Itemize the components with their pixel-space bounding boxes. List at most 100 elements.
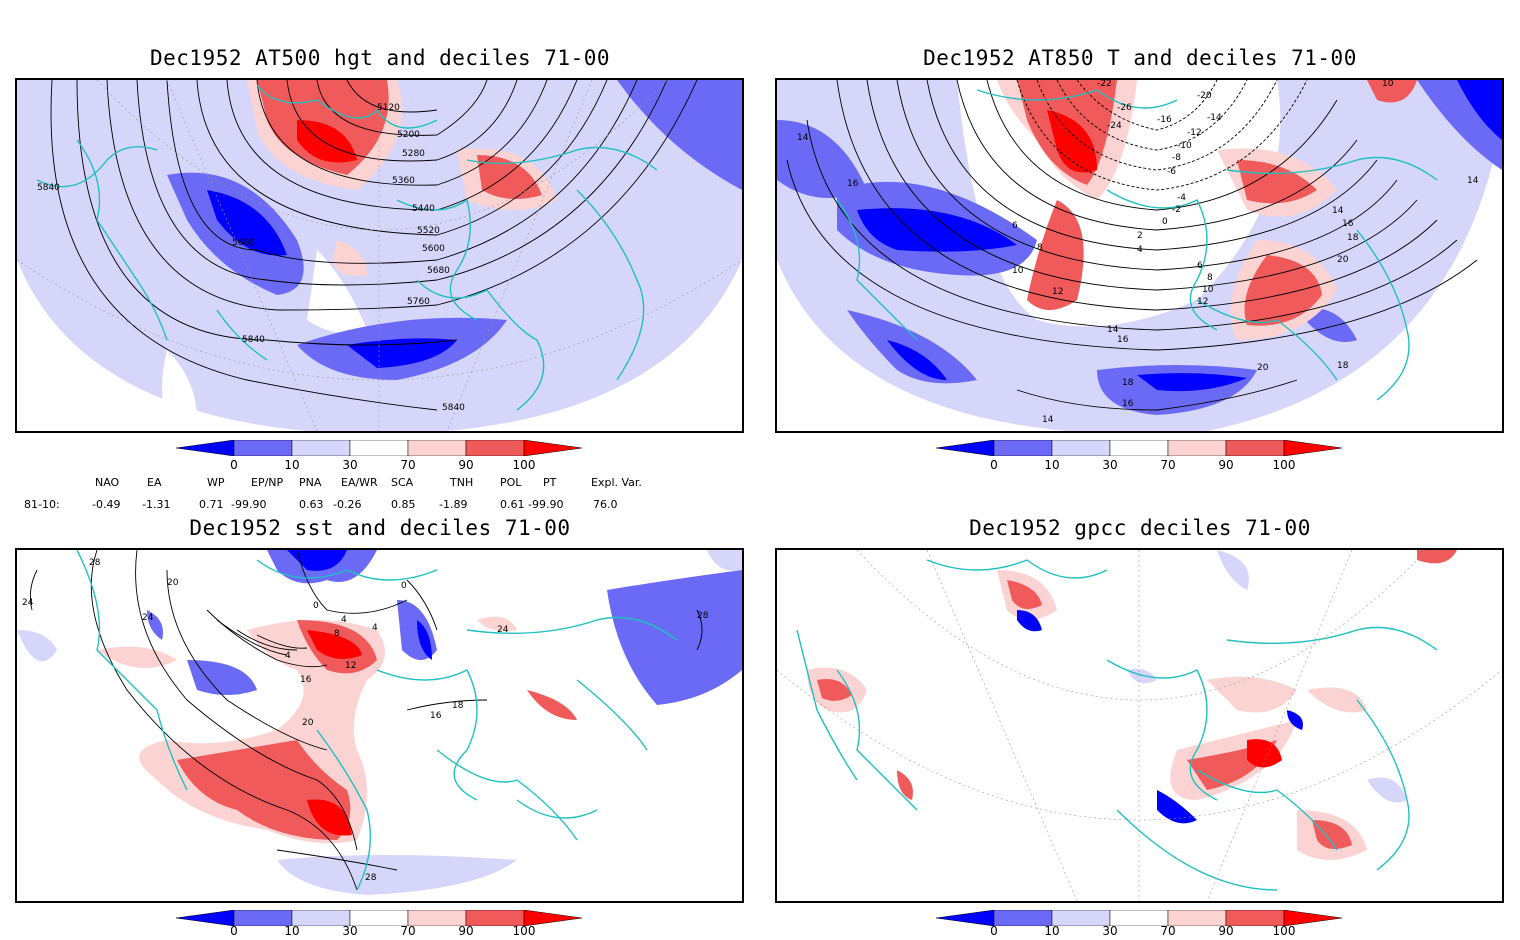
map-t850: -22 -20 -26 -24 -16 -14 -12 -10 -8 -6 -4… (775, 78, 1504, 433)
index-header-ea: EA (147, 476, 162, 489)
index-row-label: 81-10: (24, 498, 60, 511)
contour-label: 16 (847, 179, 859, 189)
colorbar-segment (349, 909, 409, 927)
colorbar-segment (1167, 439, 1227, 457)
colorbar-tick: 30 (1102, 924, 1118, 938)
colorbar-segment (465, 439, 525, 457)
colorbar-tick: 70 (400, 458, 416, 472)
colorbar-tick: 70 (1160, 458, 1176, 472)
contour-label: 24 (497, 625, 509, 635)
colorbar-tick: 90 (458, 924, 474, 938)
colorbar-segment (1109, 439, 1169, 457)
contour-label: 5280 (402, 149, 425, 159)
index-value-explvar: 76.0 (593, 498, 618, 511)
index-header-epnp: EP/NP (251, 476, 284, 489)
contour-label: 20 (1257, 363, 1269, 373)
colorbar-tick: 30 (342, 458, 358, 472)
colorbar-segment (993, 909, 1053, 927)
colorbar-tick: 90 (1218, 924, 1234, 938)
colorbar-top-right: 0 10 30 70 90 100 (935, 439, 1346, 476)
panel-title-sst: Dec1952 sst and deciles 71-00 (189, 516, 571, 540)
index-header-wp: WP (207, 476, 225, 489)
contour-label: 5600 (422, 244, 445, 254)
contour-label: 5360 (392, 176, 415, 186)
colorbar-tick: 70 (400, 924, 416, 938)
colorbar-tick: 30 (342, 924, 358, 938)
colorbar-tick: 10 (1044, 458, 1060, 472)
map-sst: 28 24 20 24 0 0 4 4 8 4 12 16 20 16 18 2… (15, 548, 744, 903)
map-gpcc (775, 548, 1504, 903)
contour-label: -16 (1157, 115, 1172, 125)
colorbar-tick: 0 (990, 924, 998, 938)
colorbar-tick: 10 (284, 924, 300, 938)
colorbar-segment (233, 909, 293, 927)
contour-label: 8 (1037, 243, 1043, 253)
contour-label: -8 (1172, 153, 1181, 163)
contour-label: 4 (372, 623, 378, 633)
contour-label: -12 (1187, 128, 1202, 138)
contour-label: 4 (1137, 245, 1143, 255)
contour-label: 16 (1122, 399, 1134, 409)
colorbar-segment (175, 909, 235, 927)
contour-label: 5120 (377, 103, 400, 113)
contour-label: 18 (452, 701, 464, 711)
colorbar-segment (1283, 909, 1343, 927)
map-hgt500: 5120 5200 5280 5360 5440 5520 5600 5680 … (15, 78, 744, 433)
contour-label: 4 (285, 651, 291, 661)
contour-label: 6 (1012, 221, 1018, 231)
colorbar-segment (407, 439, 467, 457)
contour-label: -2 (1172, 205, 1181, 215)
colorbar-tick: 70 (1160, 924, 1176, 938)
colorbar-tick: 90 (1218, 458, 1234, 472)
colorbar-segment (993, 439, 1053, 457)
index-header-tnh: TNH (450, 476, 474, 489)
contour-label: 5440 (412, 204, 435, 214)
contour-label: 28 (697, 611, 709, 621)
contour-label: 12 (1052, 287, 1063, 297)
t850-contour-labels: -22 -20 -26 -24 -16 -14 -12 -10 -8 -6 -4… (797, 80, 1479, 425)
contour-label: 14 (1332, 206, 1344, 216)
contour-label: 18 (1122, 378, 1134, 388)
colorbar-tick: 30 (1102, 458, 1118, 472)
index-header-nao: NAO (95, 476, 120, 489)
contour-label: -22 (1097, 80, 1112, 89)
index-value-pna: 0.63 (299, 498, 324, 511)
colorbar-segment (1167, 909, 1227, 927)
colorbar-segment (291, 909, 351, 927)
index-value-sca: 0.85 (391, 498, 416, 511)
colorbar-segment (1109, 909, 1169, 927)
contour-label: 20 (167, 578, 179, 588)
index-value-pol: 0.61 (500, 498, 525, 511)
colorbar-segment (175, 439, 235, 457)
index-value-pt: -99.90 (528, 498, 564, 511)
colorbar-segment (1051, 909, 1111, 927)
colorbar-tick: 10 (1044, 924, 1060, 938)
map-hgt500-base (17, 80, 742, 431)
colorbar-tick: 100 (1272, 924, 1296, 938)
index-header-sca: SCA (391, 476, 414, 489)
contour-label: 12 (1197, 297, 1208, 307)
index-header-explvar: Expl. Var. (591, 476, 642, 489)
colorbar-top-left: 0 10 30 70 90 100 (175, 439, 586, 476)
contour-label: 24 (22, 598, 34, 608)
contour-label: 5520 (417, 226, 440, 236)
contour-label: 5840 (242, 335, 265, 345)
contour-label: 28 (365, 873, 377, 883)
sst-contour-labels: 28 24 20 24 0 0 4 4 8 4 12 16 20 16 18 2… (22, 558, 709, 883)
index-value-nao: -0.49 (92, 498, 121, 511)
panel-title-gpcc: Dec1952 gpcc deciles 71-00 (969, 516, 1311, 540)
contour-label: 16 (1117, 335, 1129, 345)
contour-label: 5760 (407, 297, 430, 307)
contour-label: 5840 (37, 183, 60, 193)
contour-label: 2 (1137, 231, 1143, 241)
contour-label: 20 (1337, 255, 1349, 265)
contour-label: -4 (1177, 193, 1186, 203)
contour-label: 14 (1107, 325, 1119, 335)
contour-label: 16 (1342, 219, 1354, 229)
colorbar-segment (1051, 439, 1111, 457)
index-header-pt: PT (543, 476, 557, 489)
colorbar-tick: 0 (230, 924, 238, 938)
panel-title-hgt500: Dec1952 AT500 hgt and deciles 71-00 (149, 46, 610, 70)
contour-label: 10 (1202, 285, 1214, 295)
contour-label: 14 (797, 133, 809, 143)
